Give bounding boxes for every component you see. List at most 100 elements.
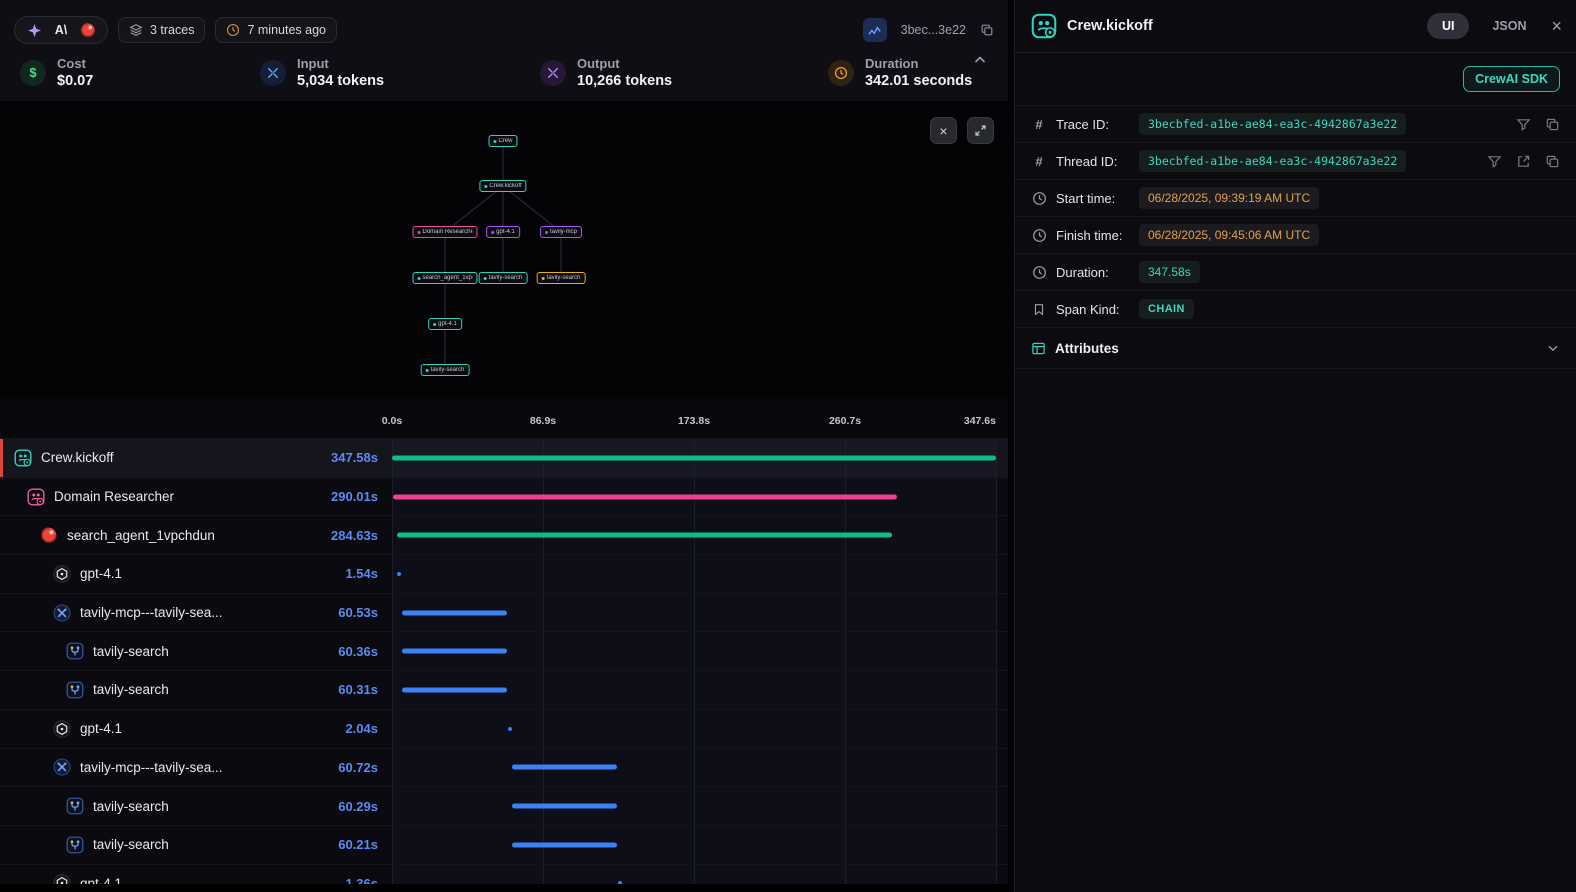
- span-name: gpt-4.1: [80, 566, 122, 581]
- filter-icon[interactable]: [1516, 117, 1531, 132]
- graph-node-label: tavily-search: [431, 367, 465, 373]
- fork-icon: [66, 797, 84, 815]
- axis-tick: 173.8s: [678, 415, 710, 427]
- span-bar: [392, 455, 996, 460]
- graph-node-label: gpt-4.1: [438, 321, 457, 327]
- graph-node[interactable]: Crew.kickoff: [479, 180, 526, 192]
- expand-graph-button[interactable]: [967, 117, 994, 144]
- collapse-stats-button[interactable]: [972, 52, 988, 68]
- crewai-logo-icon: [40, 526, 58, 544]
- hash-icon: #: [1031, 117, 1047, 132]
- copy-icon[interactable]: [1545, 154, 1560, 169]
- crew-teal-icon: [14, 449, 32, 467]
- hash-icon: #: [1031, 154, 1047, 169]
- span-bar: [512, 842, 617, 847]
- graph-node-label: Crew: [498, 138, 512, 144]
- copy-trace-id-icon[interactable]: [980, 23, 994, 37]
- trace-span-row[interactable]: Domain Researcher290.01s: [0, 478, 1008, 517]
- finish-time-value: 06/28/2025, 09:45:06 AM UTC: [1139, 224, 1319, 246]
- crewai-icon[interactable]: [79, 21, 97, 39]
- field-thread-id: # Thread ID: 3becbfed-a1be-ae84-ea3c-494…: [1015, 143, 1576, 180]
- span-name: gpt-4.1: [80, 721, 122, 736]
- timeline-track: [392, 749, 996, 787]
- fork-icon: [66, 681, 84, 699]
- openai-icon: [53, 565, 71, 583]
- tools-icon: [53, 604, 71, 622]
- stat-label: Input: [297, 56, 384, 71]
- trace-span-row[interactable]: tavily-mcp---tavily-sea...60.72s: [0, 749, 1008, 788]
- graph-node[interactable]: Domain Researcher: [413, 226, 478, 238]
- stat-input: Input 5,034 tokens: [260, 56, 540, 89]
- span-name: tavily-search: [93, 837, 169, 852]
- trace-id-short: 3bec...3e22: [901, 23, 966, 37]
- tab-ui[interactable]: UI: [1427, 13, 1470, 39]
- close-panel-button[interactable]: ×: [1551, 16, 1562, 37]
- span-bar: [402, 610, 507, 615]
- field-label: Trace ID:: [1056, 117, 1135, 132]
- activity-chart-icon[interactable]: [863, 18, 887, 42]
- attributes-section[interactable]: Attributes: [1015, 328, 1576, 369]
- span-kind-value: CHAIN: [1139, 299, 1194, 319]
- external-link-icon[interactable]: [1516, 154, 1531, 169]
- thread-id-value[interactable]: 3becbfed-a1be-ae84-ea3c-4942867a3e22: [1139, 150, 1406, 172]
- copy-icon[interactable]: [1545, 117, 1560, 132]
- graph-node[interactable]: search_agent_1vpchdun: [413, 272, 478, 284]
- field-label: Thread ID:: [1056, 154, 1135, 169]
- trace-span-row[interactable]: gpt-4.11.36s: [0, 865, 1008, 884]
- trace-span-row[interactable]: tavily-mcp---tavily-sea... 60.53s: [0, 594, 1008, 633]
- timeline-track: [392, 516, 996, 554]
- graph-node-label: gpt-4.1: [496, 229, 515, 235]
- trace-span-row[interactable]: gpt-4.11.54s: [0, 555, 1008, 594]
- timeline-track: [392, 826, 996, 864]
- trace-span-row[interactable]: tavily-search 60.36s: [0, 632, 1008, 671]
- trace-span-row[interactable]: gpt-4.12.04s: [0, 710, 1008, 749]
- timeline-axis: 0.0s 86.9s 173.8s 260.7s 347.6s: [0, 399, 1008, 438]
- span-bar: [402, 687, 507, 692]
- span-duration: 347.58s: [294, 439, 378, 477]
- graph-node[interactable]: gpt-4.1: [428, 318, 462, 330]
- trace-span-row[interactable]: tavily-search60.21s: [0, 826, 1008, 865]
- span-bar: [508, 727, 512, 731]
- layers-icon: [129, 23, 143, 37]
- field-finish-time: Finish time: 06/28/2025, 09:45:06 AM UTC: [1015, 217, 1576, 254]
- axis-tick: 260.7s: [829, 415, 861, 427]
- time-ago-badge[interactable]: 7 minutes ago: [215, 17, 337, 43]
- anthropic-icon[interactable]: A\: [52, 21, 70, 39]
- node-color-dot: [433, 323, 436, 326]
- crew-pink-icon: [27, 488, 45, 506]
- trace-id-value[interactable]: 3becbfed-a1be-ae84-ea3c-4942867a3e22: [1139, 113, 1406, 135]
- table-icon: [1031, 341, 1046, 356]
- span-name: search_agent_1vpchdun: [67, 528, 215, 543]
- bookmark-icon: [1031, 302, 1047, 317]
- arrows-out-icon: [540, 60, 566, 86]
- clock-icon: [1031, 265, 1047, 280]
- axis-tick: 347.6s: [964, 415, 996, 427]
- fork-icon: [66, 836, 84, 854]
- graph-node[interactable]: tavily-search: [421, 364, 470, 376]
- graph-node[interactable]: gpt-4.1: [486, 226, 520, 238]
- trace-span-row[interactable]: search_agent_1vpchdun284.63s: [0, 516, 1008, 555]
- graph-node[interactable]: tavily-search: [537, 272, 586, 284]
- trace-span-row[interactable]: Crew.kickoff347.58s: [0, 439, 1008, 478]
- clock-icon: [1031, 228, 1047, 243]
- span-duration: 60.36s: [294, 632, 378, 670]
- span-name: tavily-search: [93, 644, 169, 659]
- trace-span-row[interactable]: tavily-search60.29s: [0, 787, 1008, 826]
- detail-title: Crew.kickoff: [1067, 18, 1153, 34]
- detail-header: Crew.kickoff UI JSON ×: [1015, 0, 1576, 53]
- traces-count-badge[interactable]: 3 traces: [118, 17, 205, 43]
- tab-json[interactable]: JSON: [1477, 13, 1541, 39]
- axis-tick: 86.9s: [530, 415, 556, 427]
- trace-span-row[interactable]: tavily-search60.31s: [0, 671, 1008, 710]
- graph-node[interactable]: Crew: [488, 135, 517, 147]
- field-label: Span Kind:: [1056, 302, 1135, 317]
- sparkle-icon[interactable]: [25, 21, 43, 39]
- span-name: tavily-mcp---tavily-sea...: [80, 605, 223, 620]
- filter-icon[interactable]: [1487, 154, 1502, 169]
- span-duration: 60.53s: [294, 594, 378, 632]
- node-color-dot: [542, 277, 545, 280]
- stat-label: Duration: [865, 56, 972, 71]
- close-graph-button[interactable]: ×: [930, 117, 957, 144]
- graph-node[interactable]: tavily-mcp: [540, 226, 582, 238]
- graph-node[interactable]: tavily-search: [479, 272, 528, 284]
